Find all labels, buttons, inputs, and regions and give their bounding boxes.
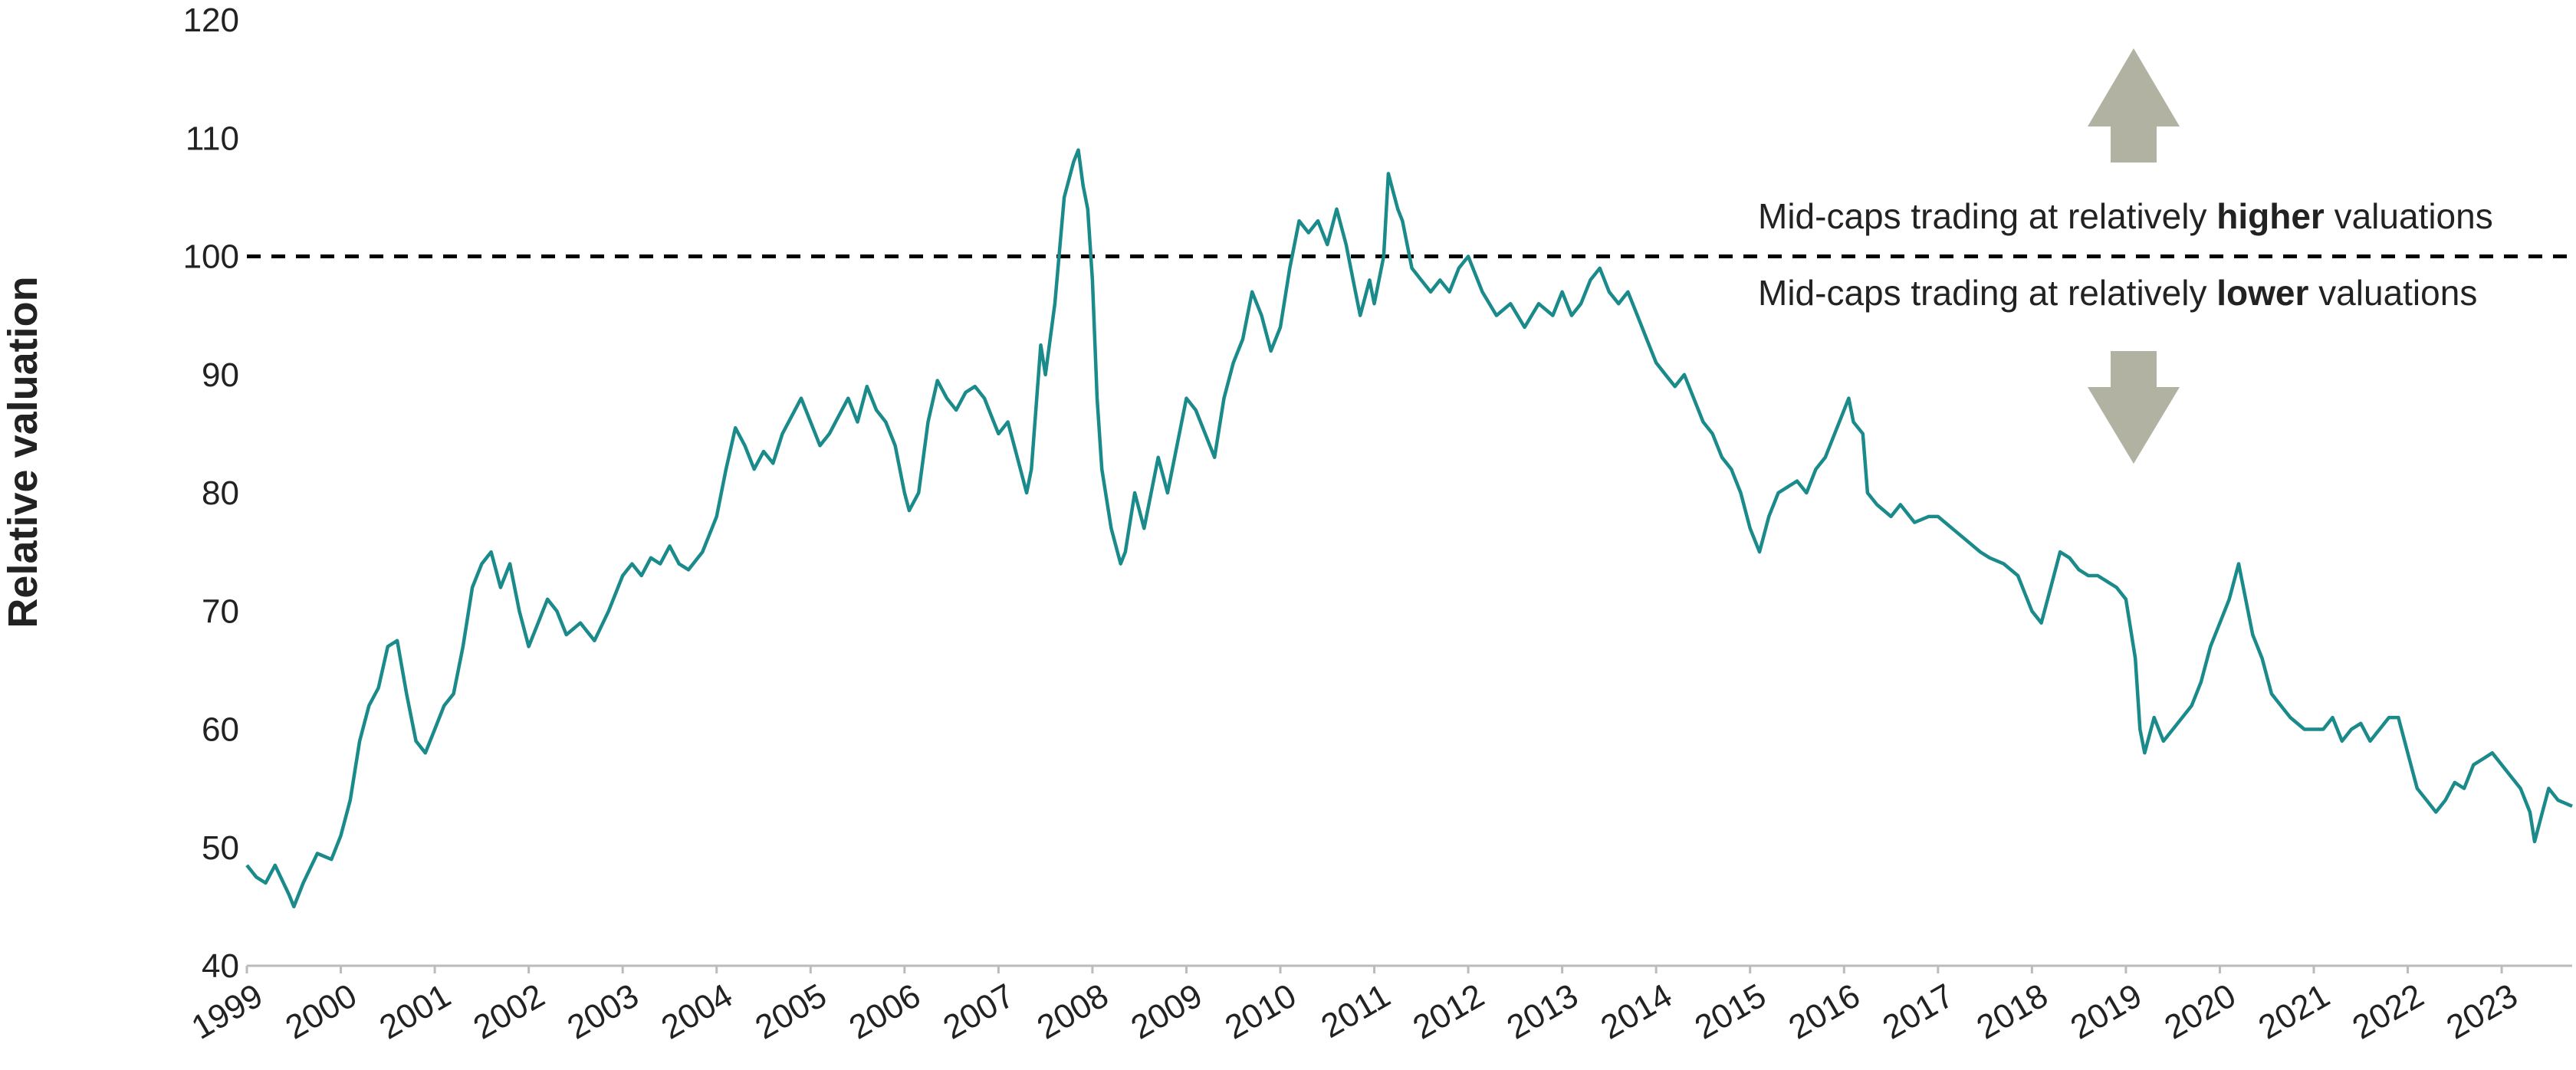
arrow-up-icon [2088, 48, 2180, 162]
x-tick-label: 2000 [279, 976, 363, 1046]
y-tick-label: 80 [202, 474, 239, 512]
x-tick-label: 2009 [1125, 976, 1208, 1046]
x-tick-label: 2019 [2065, 976, 2148, 1046]
x-tick-label: 2006 [843, 976, 927, 1046]
annotation-lower: Mid-caps trading at relatively lower val… [1758, 273, 2477, 313]
y-tick-label: 120 [183, 2, 239, 39]
series-line-relative-valuation [245, 148, 2573, 909]
x-tick-label: 1999 [186, 976, 269, 1046]
y-tick-label: 40 [202, 947, 239, 985]
x-tick-label: 2016 [1783, 976, 1866, 1046]
x-tick-label: 2017 [1877, 976, 1960, 1046]
x-tick-label: 2012 [1407, 976, 1490, 1046]
y-tick-label: 50 [202, 829, 239, 867]
y-tick-label: 100 [183, 238, 239, 276]
x-tick-label: 2005 [749, 976, 833, 1046]
x-tick-label: 2001 [373, 976, 457, 1046]
x-tick-label: 2004 [655, 976, 738, 1046]
x-tick-label: 2011 [1315, 976, 1396, 1045]
x-tick-label: 2013 [1500, 976, 1584, 1046]
x-tick-label: 2018 [1970, 976, 2054, 1046]
x-tick-label: 2021 [2252, 976, 2336, 1046]
x-tick-label: 2003 [561, 976, 645, 1046]
y-tick-label: 70 [202, 592, 239, 630]
x-tick-label: 2002 [467, 976, 550, 1046]
y-tick-label: 60 [202, 711, 239, 749]
y-axis-ticks: 40 50 60 70 80 90 100 110 120 [183, 2, 239, 985]
annotation-higher: Mid-caps trading at relatively higher va… [1758, 196, 2493, 236]
y-tick-label: 90 [202, 356, 239, 394]
x-tick-label: 2020 [2158, 976, 2242, 1046]
y-tick-label: 110 [186, 120, 239, 157]
x-tick-label: 2010 [1219, 976, 1303, 1046]
x-tick-label: 2022 [2346, 976, 2430, 1046]
y-axis-label: Relative valuation [0, 276, 46, 628]
arrow-down-icon [2088, 351, 2180, 464]
x-tick-label: 2007 [937, 976, 1020, 1046]
x-tick-label: 2015 [1688, 976, 1772, 1046]
x-tick-label: 2014 [1595, 976, 1678, 1046]
x-tick-label: 2023 [2440, 976, 2524, 1046]
x-axis-ticks: 1999 2000 2001 2002 2003 2004 2005 2006 2007 2008… [186, 966, 2524, 1047]
x-tick-label: 2008 [1031, 976, 1115, 1046]
